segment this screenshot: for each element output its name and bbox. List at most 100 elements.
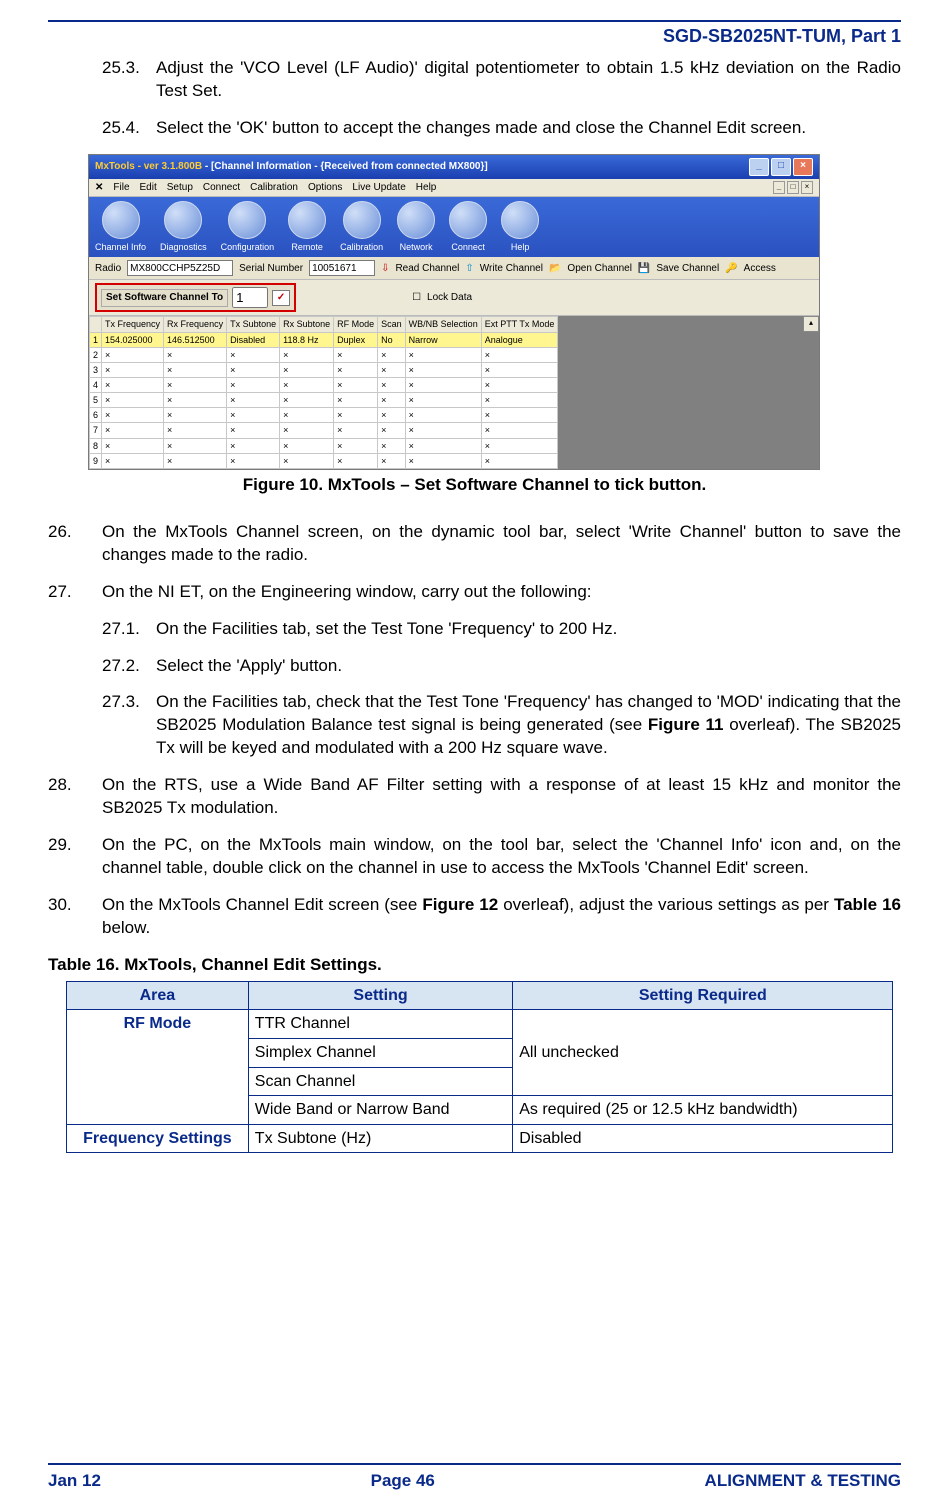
toolbar-button[interactable]: Connect xyxy=(449,201,487,253)
table-cell: Disabled xyxy=(513,1124,893,1153)
step-num: 27.3. xyxy=(102,691,156,760)
step-num: 29. xyxy=(48,834,102,880)
app-icon: ✕ xyxy=(95,181,103,195)
radio-label: Radio xyxy=(95,262,121,276)
step-num: 28. xyxy=(48,774,102,820)
toolbar-button[interactable]: Configuration xyxy=(221,201,275,253)
step-text: Select the 'OK' button to accept the cha… xyxy=(156,117,901,140)
page-footer: Jan 12 Page 46 ALIGNMENT & TESTING xyxy=(48,1463,901,1491)
step-text: On the Facilities tab, check that the Te… xyxy=(156,691,901,760)
table-row[interactable]: 9×××××××× xyxy=(90,453,558,468)
screenshot-mxtools: MxTools - ver 3.1.800B - [Channel Inform… xyxy=(88,154,820,470)
mdi-restore-button[interactable]: □ xyxy=(787,181,799,195)
step-text: On the MxTools Channel screen, on the dy… xyxy=(102,521,901,567)
table-cell: Wide Band or Narrow Band xyxy=(248,1096,512,1125)
menu-item[interactable]: Live Update xyxy=(352,181,405,195)
step-num: 25.3. xyxy=(102,57,156,103)
table-caption: Table 16. MxTools, Channel Edit Settings… xyxy=(48,954,901,977)
footer-date: Jan 12 xyxy=(48,1471,101,1491)
channel-info-icon xyxy=(102,201,140,239)
table-cell: TTR Channel xyxy=(248,1010,512,1039)
main-toolbar: Channel Info Diagnostics Configuration R… xyxy=(89,197,819,257)
menu-item[interactable]: Connect xyxy=(203,181,240,195)
toolbar-button[interactable]: Diagnostics xyxy=(160,201,207,253)
toolbar-button[interactable]: Help xyxy=(501,201,539,253)
maximize-button[interactable]: □ xyxy=(771,158,791,176)
set-channel-bar: Set Software Channel To ✓ ☐ Lock Data xyxy=(89,280,819,316)
table-cell: As required (25 or 12.5 kHz bandwidth) xyxy=(513,1096,893,1125)
menu-item[interactable]: Edit xyxy=(140,181,157,195)
step-num: 27.2. xyxy=(102,655,156,678)
info-bar: Radio Serial Number ⇩Read Channel ⇧Write… xyxy=(89,257,819,280)
table-row[interactable]: 1154.025000146.512500Disabled118.8 HzDup… xyxy=(90,332,558,347)
serial-field[interactable] xyxy=(309,260,375,276)
table-cell: Tx Subtone (Hz) xyxy=(248,1124,512,1153)
close-button[interactable]: × xyxy=(793,158,813,176)
step-text: On the MxTools Channel Edit screen (see … xyxy=(102,894,901,940)
table-row[interactable]: 3×××××××× xyxy=(90,362,558,377)
mdi-minimize-button[interactable]: _ xyxy=(773,181,785,195)
grid-empty-area: ▴ xyxy=(558,316,819,468)
menu-item[interactable]: Help xyxy=(416,181,437,195)
step-text: On the RTS, use a Wide Band AF Filter se… xyxy=(102,774,901,820)
menu-item[interactable]: Options xyxy=(308,181,342,195)
table-header: Setting Required xyxy=(513,981,893,1010)
step-num: 27. xyxy=(48,581,102,604)
toolbar-button[interactable]: Remote xyxy=(288,201,326,253)
network-icon xyxy=(397,201,435,239)
channel-grid: Tx Frequency Rx Frequency Tx Subtone Rx … xyxy=(89,316,819,468)
minimize-button[interactable]: _ xyxy=(749,158,769,176)
menu-item[interactable]: File xyxy=(113,181,129,195)
table-row[interactable]: 8×××××××× xyxy=(90,438,558,453)
menu-item[interactable]: Calibration xyxy=(250,181,298,195)
write-channel-button[interactable]: Write Channel xyxy=(480,262,543,276)
step-text: Select the 'Apply' button. xyxy=(156,655,901,678)
table-cell: RF Mode xyxy=(67,1010,249,1124)
footer-page: Page 46 xyxy=(371,1471,435,1491)
toolbar-button[interactable]: Calibration xyxy=(340,201,383,253)
table-row[interactable]: 6×××××××× xyxy=(90,408,558,423)
channel-table[interactable]: Tx Frequency Rx Frequency Tx Subtone Rx … xyxy=(89,316,558,468)
toolbar-button[interactable]: Network xyxy=(397,201,435,253)
calibration-icon xyxy=(343,201,381,239)
doc-header: SGD-SB2025NT-TUM, Part 1 xyxy=(48,26,901,47)
step-num: 27.1. xyxy=(102,618,156,641)
table-cell: Simplex Channel xyxy=(248,1039,512,1068)
tick-button[interactable]: ✓ xyxy=(272,290,290,306)
menu-bar: ✕ File Edit Setup Connect Calibration Op… xyxy=(89,179,819,198)
settings-table: Area Setting Setting Required RF Mode TT… xyxy=(66,981,893,1154)
table-row[interactable]: 5×××××××× xyxy=(90,393,558,408)
lock-data-label: Lock Data xyxy=(427,291,472,305)
serial-label: Serial Number xyxy=(239,262,303,276)
radio-field[interactable] xyxy=(127,260,233,276)
table-row[interactable]: 2×××××××× xyxy=(90,347,558,362)
step-num: 25.4. xyxy=(102,117,156,140)
table-row[interactable]: 4×××××××× xyxy=(90,378,558,393)
table-header: Area xyxy=(67,981,249,1010)
save-channel-button[interactable]: Save Channel xyxy=(656,262,719,276)
step-num: 26. xyxy=(48,521,102,567)
table-row[interactable]: 7×××××××× xyxy=(90,423,558,438)
set-software-channel-input[interactable] xyxy=(232,287,268,308)
window-titlebar: MxTools - ver 3.1.800B - [Channel Inform… xyxy=(89,155,819,179)
table-cell: Frequency Settings xyxy=(67,1124,249,1153)
read-channel-button[interactable]: Read Channel xyxy=(395,262,459,276)
access-button[interactable]: Access xyxy=(744,262,776,276)
title-text: - [Channel Information - {Received from … xyxy=(202,161,488,172)
table-header: Setting xyxy=(248,981,512,1010)
table-cell: All unchecked xyxy=(513,1010,893,1096)
step-text: On the NI ET, on the Engineering window,… xyxy=(102,581,901,604)
menu-item[interactable]: Setup xyxy=(167,181,193,195)
open-channel-button[interactable]: Open Channel xyxy=(567,262,632,276)
mdi-close-button[interactable]: × xyxy=(801,181,813,195)
set-software-channel-box: Set Software Channel To ✓ xyxy=(95,283,296,312)
remote-icon xyxy=(288,201,326,239)
connect-icon xyxy=(449,201,487,239)
title-text: MxTools - ver 3.1.800B xyxy=(95,161,202,172)
figure-caption: Figure 10. MxTools – Set Software Channe… xyxy=(48,474,901,497)
scroll-up-button[interactable]: ▴ xyxy=(803,316,819,332)
footer-section: ALIGNMENT & TESTING xyxy=(705,1471,901,1491)
help-icon xyxy=(501,201,539,239)
diagnostics-icon xyxy=(164,201,202,239)
toolbar-button[interactable]: Channel Info xyxy=(95,201,146,253)
